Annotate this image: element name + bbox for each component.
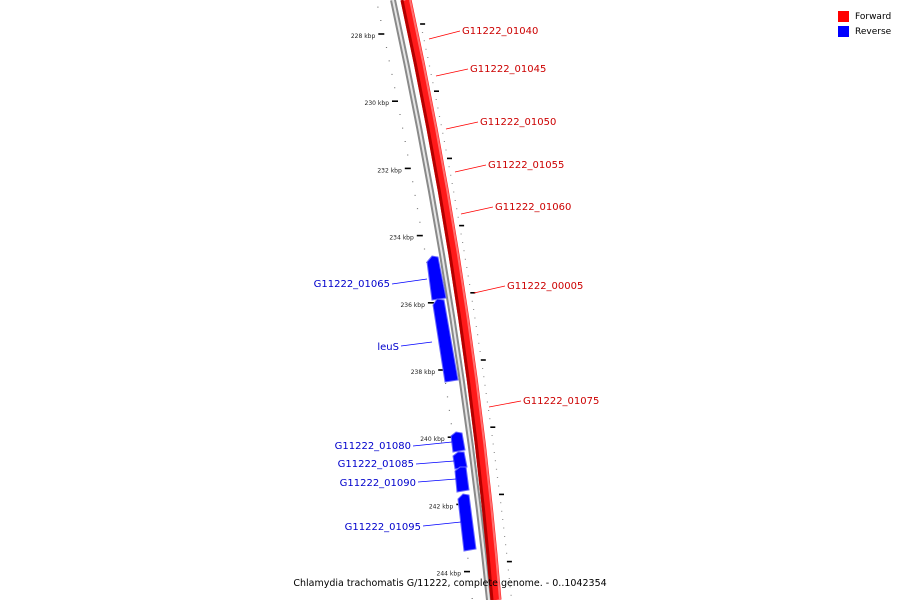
axis-tick-label: 236 kbp <box>400 302 425 309</box>
reverse-features <box>426 255 477 552</box>
leader-line <box>473 285 506 294</box>
legend-forward-label: Forward <box>855 11 892 22</box>
legend-item-forward[interactable]: Forward <box>838 9 891 24</box>
leader-line <box>488 400 522 408</box>
axis-tick-label: 244 kbp <box>437 571 462 578</box>
forward-gene-label[interactable]: G11222_01050 <box>480 117 556 128</box>
forward-gene-label[interactable]: G11222_01060 <box>495 202 571 213</box>
axis-tick-label: 240 kbp <box>420 436 445 443</box>
reverse-feature-G11222_01095[interactable] <box>457 493 477 552</box>
leader-line <box>415 460 455 465</box>
leader-line <box>391 278 428 285</box>
forward-strand-highlight <box>409 0 501 600</box>
forward-gene-label[interactable]: G11222_01075 <box>523 396 599 407</box>
axis-tick-label: 228 kbp <box>351 33 376 40</box>
reverse-feature-G11222_01090[interactable] <box>454 466 470 493</box>
forward-gene-labels: G11222_01040 G11222_01045 G11222_01050 G… <box>428 26 599 408</box>
reverse-gene-label[interactable]: G11222_01065 <box>314 279 390 290</box>
reverse-gene-label[interactable]: G11222_01080 <box>335 441 411 452</box>
leader-line <box>400 341 433 347</box>
axis-tick-label: 232 kbp <box>377 167 402 174</box>
reverse-swatch <box>838 26 849 37</box>
axis-tick-label: 230 kbp <box>365 100 390 107</box>
leader-line <box>412 441 453 447</box>
forward-gene-label[interactable]: G11222_00005 <box>507 281 583 292</box>
reverse-feature-G11222_01085[interactable] <box>452 451 468 470</box>
axis-tick-label: 238 kbp <box>411 369 436 376</box>
reverse-feature-G11222_01065[interactable] <box>426 255 447 301</box>
leader-line <box>460 206 494 215</box>
axis-tick-label: 234 kbp <box>389 235 414 242</box>
axis-tick-label: 242 kbp <box>429 503 454 510</box>
reverse-feature-leuS[interactable] <box>432 298 459 383</box>
reverse-gene-label[interactable]: leuS <box>377 342 399 353</box>
leader-line <box>454 164 487 173</box>
genome-backbone-highlight <box>392 0 490 600</box>
map-caption: Chlamydia trachomatis G/11222, complete … <box>293 578 607 589</box>
forward-gene-label[interactable]: G11222_01040 <box>462 26 538 37</box>
forward-gene-label[interactable]: G11222_01045 <box>470 64 546 75</box>
legend-reverse-label: Reverse <box>855 26 892 37</box>
leader-line <box>428 30 461 40</box>
reverse-gene-label[interactable]: G11222_01085 <box>338 459 414 470</box>
leader-line <box>422 521 462 527</box>
reverse-feature-G11222_01080[interactable] <box>450 431 466 453</box>
leader-line <box>435 68 469 77</box>
leader-line <box>417 478 457 483</box>
reverse-gene-labels: G11222_01065 leuS G11222_01080 G11222_01… <box>314 278 462 533</box>
forward-strand-band <box>400 0 502 600</box>
leader-line <box>445 121 479 130</box>
legend: Forward Reverse <box>838 9 891 39</box>
axis-labels: 228 kbp 230 kbp 232 kbp 234 kbp 236 kbp 238 k… <box>351 33 461 578</box>
forward-gene-label[interactable]: G11222_01055 <box>488 160 564 171</box>
legend-item-reverse[interactable]: Reverse <box>838 24 891 39</box>
reverse-gene-label[interactable]: G11222_01090 <box>340 478 416 489</box>
reverse-gene-label[interactable]: G11222_01095 <box>345 522 421 533</box>
forward-strand-shadow <box>400 0 494 600</box>
forward-swatch <box>838 11 849 22</box>
